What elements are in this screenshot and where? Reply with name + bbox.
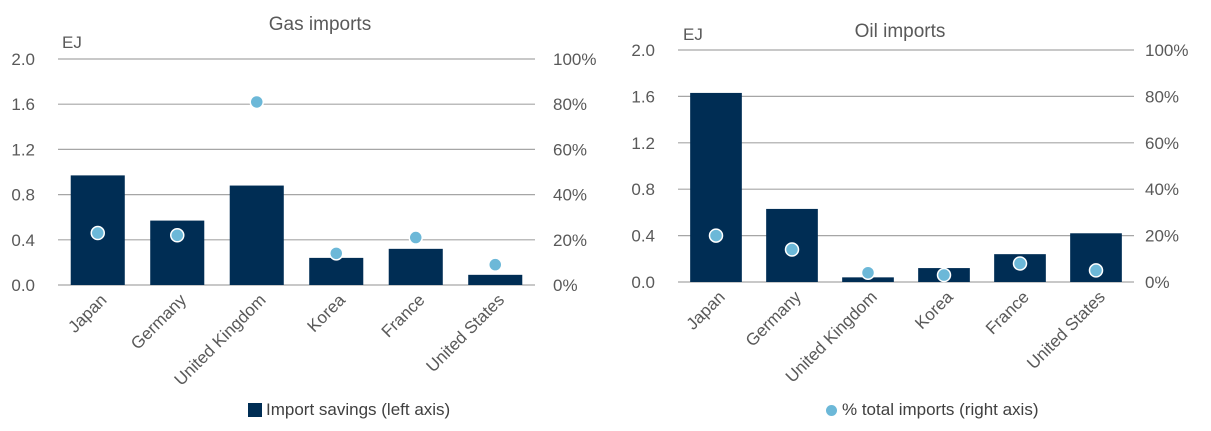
chart1-bar [468,274,523,285]
chart1-dot [408,230,423,245]
chart1-y2-tick-label: 40% [553,186,587,205]
chart1-y2-tick-label: 60% [553,140,587,159]
chart1-y-tick-label: 0.8 [11,186,35,205]
chart2-dot [860,265,876,280]
chart2-bar [690,92,742,282]
chart1-y-axis-unit: EJ [62,33,82,52]
chart2-y2-tick-label: 0% [1145,273,1170,292]
chart2-y2-tick-label: 40% [1145,180,1179,199]
legend-bars-label: Import savings (left axis) [266,400,451,419]
chart1-y2-tick-label: 80% [553,95,587,114]
legend-bars: Import savings (left axis) [248,400,450,420]
chart2-y2-tick-label: 80% [1145,87,1179,106]
chart1-category-label: Korea [304,290,350,336]
legend-bar-swatch [248,403,262,417]
legend-dots: % total imports (right axis) [826,400,1039,420]
chart1-y-tick-label: 2.0 [11,50,35,69]
chart1-category-label: United States [422,290,508,376]
chart2-dot [936,267,952,283]
chart1-y2-tick-label: 100% [553,50,596,69]
chart2-title: Oil imports [855,21,946,42]
legend-dots-label: % total imports (right axis) [842,400,1039,419]
chart2-y2-tick-label: 60% [1145,134,1179,153]
chart2-y2-tick-label: 100% [1145,41,1188,60]
legend-dot-swatch [826,404,837,416]
chart1-bar [388,248,443,285]
chart1-y-tick-label: 0.4 [11,231,35,250]
chart1-dot [170,228,185,243]
chart2-category-label: United States [1023,287,1109,373]
chart2-dot [1088,263,1104,278]
chart1-y2-tick-label: 20% [553,231,587,250]
chart2-category-label: Korea [911,287,957,333]
chart2-y-tick-label: 0.4 [631,227,655,246]
chart1-y2-tick-label: 0% [553,276,578,295]
chart2-category-label: Germany [742,287,805,350]
chart1-category-label: France [378,290,429,341]
chart2-y2-tick-label: 20% [1145,227,1179,246]
chart1-dot [249,94,264,110]
chart1-dot [488,257,503,272]
chart1-y-tick-label: 1.6 [11,95,35,114]
chart2-category-label: France [982,287,1033,338]
chart1-dot [329,246,344,261]
chart1-y-tick-label: 0.0 [11,276,35,295]
chart2-y-tick-label: 1.2 [631,134,655,153]
chart2-dot [784,242,800,257]
chart1-title: Gas imports [269,14,371,35]
chart1-bar [229,185,284,285]
chart2-y-tick-label: 0.0 [631,273,655,292]
chart2-category-label: Japan [683,287,729,333]
chart1-category-label: Japan [64,290,110,336]
chart1-bar [309,257,364,285]
chart2-y-tick-label: 2.0 [631,41,655,60]
chart2-y-axis-unit: EJ [683,25,703,44]
chart1-category-label: Germany [127,290,190,353]
chart1-dot [90,225,105,241]
chart2-y-tick-label: 0.8 [631,180,655,199]
chart2-y-tick-label: 1.6 [631,87,655,106]
chart2-dot [708,228,724,243]
chart1-y-tick-label: 1.2 [11,140,35,159]
chart2-dot [1012,256,1028,271]
